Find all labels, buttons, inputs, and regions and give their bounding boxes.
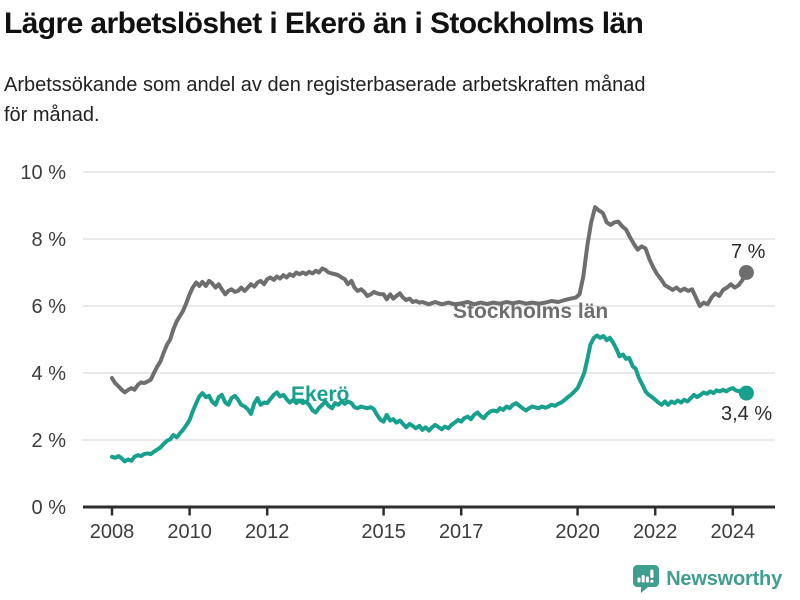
logo-bar-2 [641,575,645,583]
chart-title: Lägre arbetslöshet i Ekerö än i Stockhol… [4,7,644,40]
logo-exclamation-bar [650,569,654,578]
chart-subtitle: Arbetssökande som andel av den registerb… [4,70,792,130]
end-value-label-stockholms-lan: 7 % [731,241,766,263]
chart-subtitle-line-1: Arbetssökande som andel av den registerb… [4,74,646,96]
chart-subtitle-line-2: för månad. [4,104,100,126]
x-axis-tick-label: 2022 [633,521,678,543]
x-axis-tick-label: 2024 [711,521,756,543]
series-label-ekero: Ekerö [291,383,349,406]
x-axis-tick-label: 2015 [361,521,406,543]
series-line-stockholms-lan [110,205,749,395]
chart-header: Lägre arbetslöshet i Ekerö än i Stockhol… [4,6,792,130]
series-end-dot-stockholms-lan [738,265,754,280]
x-axis-tick-label: 2020 [555,521,600,543]
logo-bar-3 [646,576,650,583]
series-label-stockholms-lan: Stockholms län [453,300,608,323]
y-axis-tick-label: 6 % [32,296,67,318]
series-line-ekero [110,333,749,464]
x-axis-tick-label: 2012 [245,521,290,543]
logo-exclamation-dot [650,579,654,583]
x-axis-tick-label: 2017 [439,521,484,543]
y-axis-tick-label: 10 % [20,162,66,184]
newsworthy-branding: Newsworthy [633,565,782,593]
newsworthy-logo-icon [633,565,660,593]
logo-bar-1 [637,577,641,583]
y-axis-tick-label: 4 % [32,363,67,385]
end-value-label-ekero: 3,4 % [721,403,772,425]
y-axis-tick-label: 2 % [32,430,67,452]
y-axis-tick-label: 0 % [32,497,67,519]
newsworthy-wordmark: Newsworthy [666,567,782,590]
x-axis-tick-label: 2008 [90,521,135,543]
series-end-dot-ekero [738,385,754,401]
x-axis-tick-label: 2010 [167,521,212,543]
y-axis-tick-label: 8 % [32,229,67,251]
